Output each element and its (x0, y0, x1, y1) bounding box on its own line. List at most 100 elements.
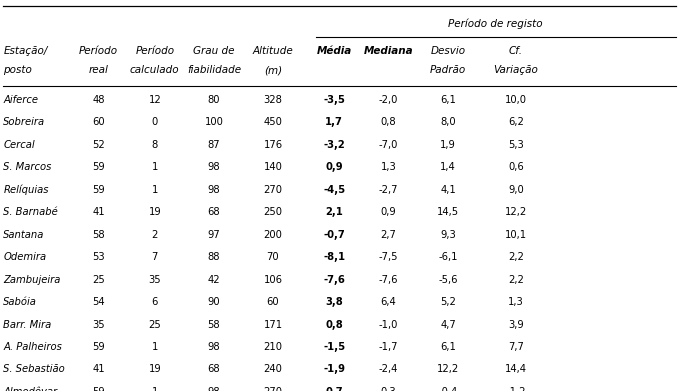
Text: 240: 240 (263, 364, 282, 375)
Text: 14,5: 14,5 (437, 207, 459, 217)
Text: -4,5: -4,5 (323, 185, 345, 195)
Text: Período de registo: Período de registo (448, 18, 543, 29)
Text: 98: 98 (208, 342, 220, 352)
Text: 68: 68 (208, 207, 220, 217)
Text: 9,0: 9,0 (508, 185, 524, 195)
Text: Barr. Mira: Barr. Mira (3, 319, 52, 330)
Text: 58: 58 (92, 230, 105, 240)
Text: Cf.: Cf. (509, 46, 523, 56)
Text: 250: 250 (263, 207, 282, 217)
Text: -7,6: -7,6 (323, 274, 345, 285)
Text: A. Palheiros: A. Palheiros (3, 342, 62, 352)
Text: 68: 68 (208, 364, 220, 375)
Text: Média: Média (316, 46, 352, 56)
Text: 14,4: 14,4 (505, 364, 527, 375)
Text: Período: Período (79, 46, 118, 56)
Text: 5,3: 5,3 (508, 140, 524, 150)
Text: 328: 328 (263, 95, 282, 105)
Text: 41: 41 (92, 364, 105, 375)
Text: Variação: Variação (494, 65, 538, 75)
Text: calculado: calculado (130, 65, 180, 75)
Text: 90: 90 (208, 297, 220, 307)
Text: 140: 140 (263, 162, 282, 172)
Text: 6,1: 6,1 (440, 95, 456, 105)
Text: 10,1: 10,1 (505, 230, 527, 240)
Text: -6,1: -6,1 (439, 252, 458, 262)
Text: 270: 270 (263, 387, 282, 391)
Text: -7,0: -7,0 (379, 140, 398, 150)
Text: 98: 98 (208, 185, 220, 195)
Text: 59: 59 (92, 162, 105, 172)
Text: 8: 8 (151, 140, 158, 150)
Text: 1,9: 1,9 (440, 140, 456, 150)
Text: 70: 70 (267, 252, 279, 262)
Text: 0,3: 0,3 (380, 387, 397, 391)
Text: S. Sebastião: S. Sebastião (3, 364, 65, 375)
Text: 9,3: 9,3 (440, 230, 456, 240)
Text: 450: 450 (263, 117, 282, 127)
Text: 60: 60 (92, 117, 105, 127)
Text: 8,0: 8,0 (440, 117, 456, 127)
Text: 100: 100 (204, 117, 223, 127)
Text: 98: 98 (208, 387, 220, 391)
Text: 3,8: 3,8 (325, 297, 343, 307)
Text: 3,9: 3,9 (508, 319, 524, 330)
Text: 88: 88 (208, 252, 220, 262)
Text: Padrão: Padrão (430, 65, 466, 75)
Text: 7: 7 (151, 252, 158, 262)
Text: 1: 1 (151, 162, 158, 172)
Text: posto: posto (3, 65, 33, 75)
Text: 80: 80 (208, 95, 220, 105)
Text: 6,4: 6,4 (380, 297, 397, 307)
Text: 1,4: 1,4 (440, 162, 456, 172)
Text: 1: 1 (151, 387, 158, 391)
Text: Relíquias: Relíquias (3, 185, 49, 195)
Text: 12,2: 12,2 (437, 364, 459, 375)
Text: 7,7: 7,7 (508, 342, 524, 352)
Text: 106: 106 (263, 274, 282, 285)
Text: 6: 6 (151, 297, 158, 307)
Text: -2,0: -2,0 (379, 95, 398, 105)
Text: Odemira: Odemira (3, 252, 47, 262)
Text: 0,6: 0,6 (508, 162, 524, 172)
Text: 42: 42 (208, 274, 220, 285)
Text: -1,0: -1,0 (379, 319, 398, 330)
Text: 1: 1 (151, 185, 158, 195)
Text: Estação/: Estação/ (3, 46, 48, 56)
Text: -2,4: -2,4 (379, 364, 398, 375)
Text: 25: 25 (149, 319, 161, 330)
Text: 210: 210 (263, 342, 282, 352)
Text: 4,1: 4,1 (440, 185, 456, 195)
Text: -0,4: -0,4 (439, 387, 458, 391)
Text: Cercal: Cercal (3, 140, 35, 150)
Text: -1,5: -1,5 (323, 342, 345, 352)
Text: 0,8: 0,8 (380, 117, 397, 127)
Text: 97: 97 (208, 230, 220, 240)
Text: Zambujeira: Zambujeira (3, 274, 60, 285)
Text: 1,3: 1,3 (508, 297, 524, 307)
Text: 0,9: 0,9 (380, 207, 397, 217)
Text: 171: 171 (263, 319, 282, 330)
Text: 60: 60 (267, 297, 279, 307)
Text: -5,6: -5,6 (439, 274, 458, 285)
Text: 19: 19 (149, 207, 161, 217)
Text: 59: 59 (92, 342, 105, 352)
Text: 10,0: 10,0 (505, 95, 527, 105)
Text: 59: 59 (92, 387, 105, 391)
Text: -3,5: -3,5 (323, 95, 345, 105)
Text: 6,1: 6,1 (440, 342, 456, 352)
Text: -1,7: -1,7 (379, 342, 398, 352)
Text: 2: 2 (151, 230, 158, 240)
Text: Aiferce: Aiferce (3, 95, 39, 105)
Text: 1: 1 (151, 342, 158, 352)
Text: 2,1: 2,1 (325, 207, 343, 217)
Text: Altitude: Altitude (253, 46, 293, 56)
Text: 1,7: 1,7 (325, 117, 343, 127)
Text: 2,2: 2,2 (508, 252, 524, 262)
Text: 19: 19 (149, 364, 161, 375)
Text: Grau de: Grau de (193, 46, 235, 56)
Text: -1,9: -1,9 (323, 364, 345, 375)
Text: 87: 87 (208, 140, 220, 150)
Text: Desvio: Desvio (430, 46, 466, 56)
Text: 12,2: 12,2 (505, 207, 527, 217)
